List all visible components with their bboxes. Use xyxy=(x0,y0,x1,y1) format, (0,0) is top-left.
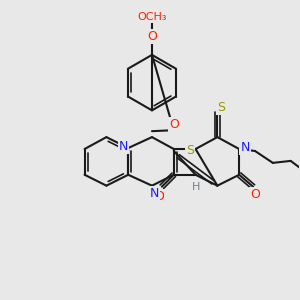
Text: O: O xyxy=(250,188,260,201)
Text: OCH₃: OCH₃ xyxy=(137,12,167,22)
Text: O: O xyxy=(169,118,179,131)
Text: N: N xyxy=(240,140,250,154)
Text: N: N xyxy=(118,140,128,152)
Text: H: H xyxy=(191,182,200,192)
Text: O: O xyxy=(169,118,179,131)
Text: O: O xyxy=(154,190,164,203)
Text: S: S xyxy=(217,101,225,114)
Text: S: S xyxy=(186,145,194,158)
Text: O: O xyxy=(147,30,157,43)
Text: N: N xyxy=(149,187,159,200)
